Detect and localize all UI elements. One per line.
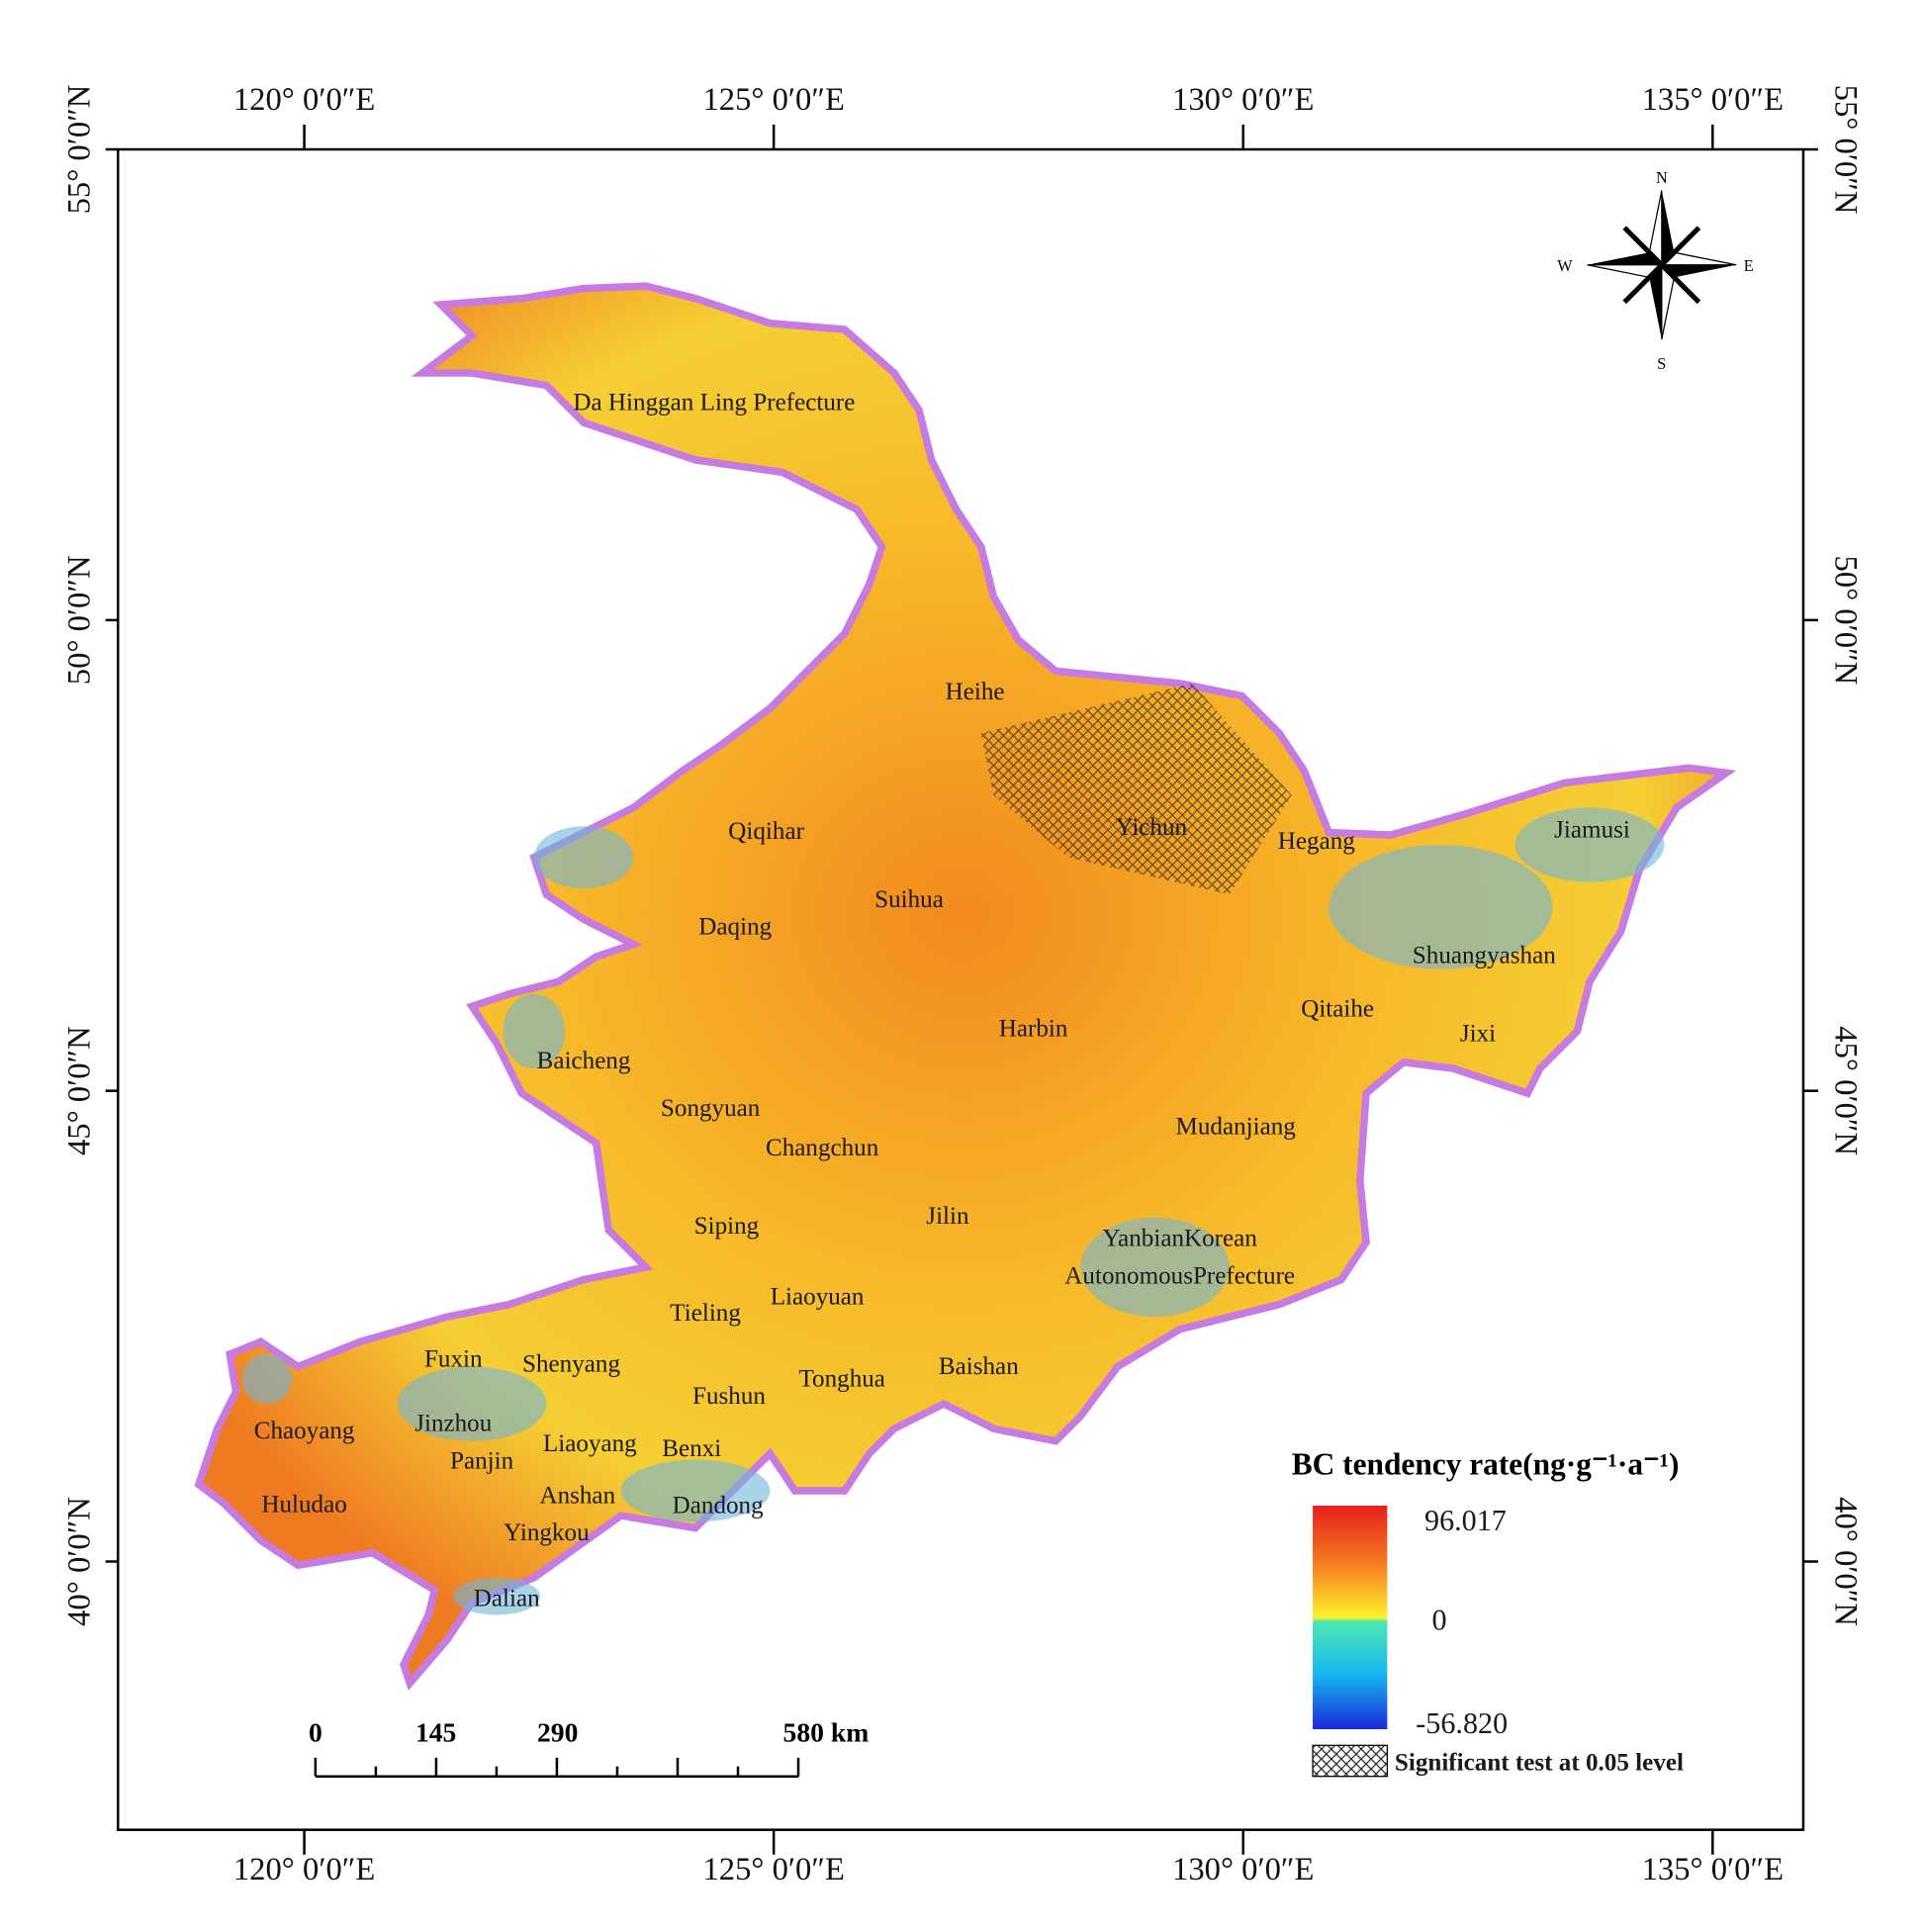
place-label: Baicheng: [537, 1048, 631, 1074]
compass-label: W: [1557, 256, 1573, 275]
legend-title: BC tendency rate(ng·g⁻¹·a⁻¹): [1292, 1447, 1680, 1482]
lon-tick-label: 135° 0′0″E: [1642, 82, 1784, 118]
lat-tick-label: 50° 0′0″N: [1828, 555, 1864, 685]
legend-colorbar: [1313, 1506, 1388, 1729]
place-label: AutonomousPrefecture: [1064, 1262, 1295, 1289]
lon-tick-label: 125° 0′0″E: [702, 82, 844, 118]
place-label: Panjin: [450, 1447, 514, 1474]
place-label: Shenyang: [522, 1350, 620, 1377]
lon-tick-label: 130° 0′0″E: [1172, 1852, 1314, 1887]
scale-label: 290: [537, 1717, 578, 1748]
legend: BC tendency rate(ng·g⁻¹·a⁻¹) 96.017 0 -5…: [1292, 1447, 1684, 1778]
lat-tick-label: 40° 0′0″N: [1828, 1497, 1864, 1626]
compass: N E S W: [1557, 168, 1754, 373]
lat-tick-label: 55° 0′0″N: [1828, 85, 1864, 215]
place-label: Hegang: [1278, 828, 1355, 855]
place-label: Anshan: [539, 1482, 615, 1509]
legend-hatch-label: Significant test at 0.05 level: [1395, 1749, 1684, 1776]
place-label: Changchun: [766, 1135, 879, 1161]
place-label: Baishan: [939, 1353, 1019, 1380]
place-label: Siping: [694, 1213, 760, 1240]
legend-mid: 0: [1432, 1604, 1447, 1637]
place-label: Yingkou: [504, 1519, 590, 1546]
place-label: YanbianKorean: [1103, 1226, 1258, 1252]
significance-hatch: [980, 683, 1292, 895]
place-label: Dandong: [673, 1493, 764, 1519]
place-label: Qiqihar: [728, 818, 804, 845]
place-label: Yichun: [1116, 814, 1188, 841]
lat-tick-label: 50° 0′0″N: [61, 555, 97, 685]
lat-tick-label: 45° 0′0″N: [1828, 1026, 1864, 1155]
place-label: Jiamusi: [1554, 817, 1630, 844]
lat-tick-label: 45° 0′0″N: [61, 1026, 97, 1155]
place-label: Suihua: [874, 886, 944, 913]
place-label: Liaoyang: [543, 1430, 637, 1457]
place-label: Shuangyashan: [1413, 942, 1556, 968]
place-label: Fuxin: [424, 1345, 483, 1372]
negative-patches: [241, 807, 1665, 1615]
place-label: Chaoyang: [254, 1418, 355, 1444]
place-label: Liaoyuan: [771, 1284, 865, 1311]
lat-tick-label: 40° 0′0″N: [61, 1497, 97, 1626]
lon-tick-label: 125° 0′0″E: [702, 1852, 844, 1887]
place-label: Songyuan: [661, 1095, 761, 1122]
place-label: Jixi: [1460, 1020, 1496, 1047]
place-label: Qitaihe: [1301, 995, 1374, 1022]
lon-tick-label: 120° 0′0″E: [233, 1852, 375, 1887]
map-frame: [117, 147, 1805, 1831]
lon-tick-label: 135° 0′0″E: [1642, 1852, 1784, 1887]
scale-label: 145: [415, 1717, 456, 1748]
place-label: Tieling: [670, 1300, 741, 1327]
compass-label: S: [1657, 354, 1666, 373]
legend-hatch: [1312, 1744, 1389, 1778]
place-label: Dalian: [474, 1586, 540, 1612]
place-label: Daqing: [698, 913, 772, 940]
place-label: Mudanjiang: [1176, 1114, 1297, 1141]
place-label: Harbin: [999, 1015, 1068, 1042]
place-label: Fushun: [692, 1383, 766, 1410]
lat-tick-label: 55° 0′0″N: [61, 85, 97, 215]
scale-bar: 0 145 290 580 km: [309, 1717, 870, 1778]
scale-label: 0: [309, 1717, 322, 1748]
legend-min: -56.820: [1416, 1706, 1508, 1740]
place-label: Da Hinggan Ling Prefecture: [573, 390, 855, 416]
compass-label: N: [1656, 168, 1668, 187]
place-label: Jilin: [926, 1203, 969, 1230]
place-label: Huludao: [261, 1491, 346, 1518]
lon-tick-label: 120° 0′0″E: [233, 82, 375, 118]
place-label: Heihe: [946, 679, 1005, 705]
place-label: Benxi: [662, 1435, 721, 1462]
place-label: Tonghua: [798, 1365, 884, 1392]
legend-max: 96.017: [1424, 1504, 1507, 1537]
compass-label: E: [1744, 256, 1754, 275]
lon-tick-label: 130° 0′0″E: [1172, 82, 1314, 118]
place-label: Jinzhou: [414, 1411, 493, 1437]
scale-label: 580 km: [783, 1717, 870, 1748]
